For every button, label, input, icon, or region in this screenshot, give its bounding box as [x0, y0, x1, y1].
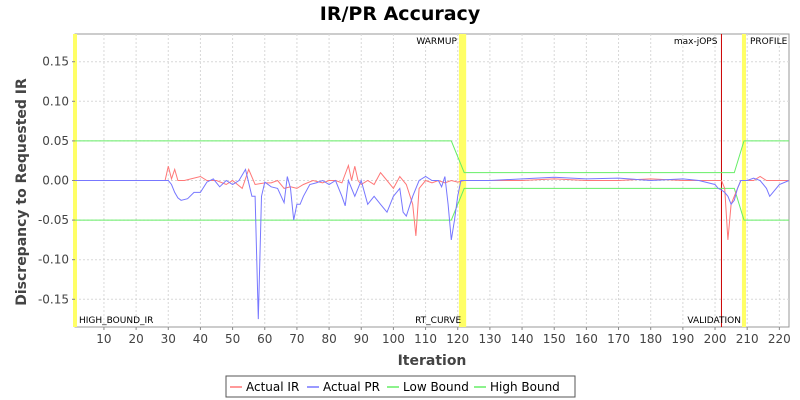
x-tick-label: 40 — [193, 332, 208, 346]
marker-label: VALIDATION — [687, 316, 741, 326]
x-axis: 10 20 30 40 50 60 70 80 90 100 110 120 130 140 150 160 1… — [96, 327, 791, 346]
x-tick-label: 70 — [289, 332, 304, 346]
legend-entry: Actual IR — [246, 380, 299, 394]
x-tick-label: 120 — [446, 332, 469, 346]
series-line-actual-ir — [75, 163, 789, 240]
series-line-high-bound — [75, 140, 789, 174]
x-tick-label: 180 — [639, 332, 662, 346]
legend-entry: High Bound — [490, 380, 560, 394]
x-tick-label: 210 — [736, 332, 759, 346]
legend-box — [225, 375, 576, 398]
x-tick-label: 10 — [96, 332, 111, 346]
marker-label: WARMUP — [416, 37, 457, 47]
y-tick-label: 0.00 — [42, 174, 69, 188]
x-tick-label: 100 — [382, 332, 405, 346]
y-axis: 0.15 0.10 0.05 0.00 -0.05 -0.10 -0.15 — [38, 55, 75, 306]
x-axis-label: Iteration — [398, 353, 467, 369]
x-tick-label: 170 — [607, 332, 630, 346]
x-tick-label: 80 — [321, 332, 336, 346]
x-tick-label: 150 — [543, 332, 566, 346]
x-tick-label: 190 — [671, 332, 694, 346]
legend-entry: Low Bound — [403, 380, 469, 394]
y-tick-label: 0.15 — [42, 55, 69, 69]
x-tick-label: 20 — [128, 332, 143, 346]
y-tick-label: -0.10 — [38, 253, 69, 267]
x-tick-label: 30 — [161, 332, 176, 346]
series-line-low-bound — [75, 187, 789, 221]
x-tick-label: 160 — [575, 332, 598, 346]
x-tick-label: 110 — [414, 332, 437, 346]
marker-label: max-jOPS — [674, 37, 718, 47]
legend-entry: Actual PR — [323, 380, 380, 394]
marker-label: PROFILE — [750, 37, 788, 47]
series-lines — [75, 140, 790, 320]
y-axis-label: Discrepancy to Requested IR — [14, 78, 30, 306]
x-tick-label: 60 — [257, 332, 272, 346]
x-tick-label: 140 — [511, 332, 534, 346]
x-tick-label: 220 — [768, 332, 791, 346]
y-tick-label: -0.15 — [38, 292, 69, 306]
legend: Actual IR Actual PR Low Bound High Bound — [225, 375, 576, 398]
x-tick-label: 200 — [704, 332, 727, 346]
y-tick-label: 0.10 — [42, 94, 69, 108]
chart-title: IR/PR Accuracy — [320, 3, 481, 25]
x-tick-label: 50 — [225, 332, 240, 346]
x-tick-label: 130 — [478, 332, 501, 346]
marker-label: RT_CURVE — [415, 316, 461, 326]
series-line-actual-pr — [75, 168, 790, 320]
y-tick-label: 0.05 — [42, 134, 69, 148]
marker-label: HIGH_BOUND_IR — [79, 316, 153, 326]
x-tick-label: 90 — [354, 332, 369, 346]
y-tick-label: -0.05 — [38, 213, 69, 227]
